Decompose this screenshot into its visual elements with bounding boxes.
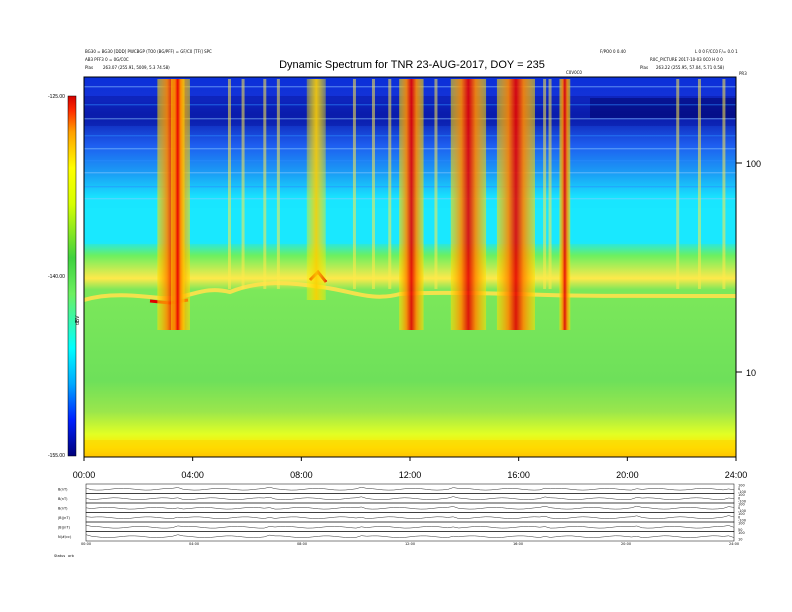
bottom-panel-x-tick: 04:00 [189, 542, 199, 546]
header-left-line1: BG30 = BG30 [DDD] PWCBGP (TO0 (BG/PFF) =… [85, 49, 212, 54]
bottom-panel-trace [85, 486, 735, 491]
chart-title: Dynamic Spectrum for TNR 23-AUG-2017, DO… [279, 59, 545, 71]
bottom-panel-right-tick: 0 [738, 487, 740, 491]
emission-streak [227, 79, 231, 289]
bottom-panel-label: N(#/cc) [58, 535, 72, 539]
colorbar-tick-top: -125.00 [48, 94, 65, 100]
header-left-line3-value: 263.07 (255.91, 5009, 5.3 74.58) [103, 65, 170, 70]
bottom-panel-right-tick: 100 [738, 512, 745, 516]
bottom-panel-label: |B|(nT) [58, 516, 70, 520]
emission-burst [170, 79, 185, 330]
header-left-line3-label: Plas [85, 65, 93, 70]
colorbar [67, 95, 77, 457]
bottom-panel-right-tick: 100 [738, 493, 745, 497]
bottom-panel-x-tick: 20:00 [621, 542, 631, 546]
event-marker-label: C0V0C0 [566, 70, 582, 75]
colorbar-label: dBV [75, 315, 81, 325]
x-axis-tick-label: 08:00 [290, 470, 313, 480]
bottom-panel-trace [85, 505, 735, 510]
emission-burst [306, 79, 326, 300]
bottom-panel-label: B(nT) [58, 506, 68, 510]
bottom-panel-right-tick: -100 [738, 500, 746, 504]
x-axis-tick-label: 00:00 [73, 470, 96, 480]
bottom-panel-label: |B|(nT) [58, 525, 70, 529]
header-right-line4-label: Plas [640, 65, 648, 70]
header-right-line3: R0C_PICTURE 2017-10-03 0C0 H 0 0 [650, 57, 723, 62]
bottom-panel-x-tick: 12:00 [405, 542, 415, 546]
x-axis-tick-label: 20:00 [616, 470, 639, 480]
emission-streak [434, 79, 438, 289]
emission-streak [276, 79, 280, 289]
low-freq-floor [84, 440, 736, 457]
header-right-line2: L 0 0 F/CC0 F/= 0.0 1 [695, 49, 738, 54]
bottom-panel [85, 531, 735, 542]
bottom-panel-right-tick: -100 [738, 509, 746, 513]
bottom-panel-label: B(nT) [58, 487, 68, 491]
bottom-panel-right-tick: 50 [738, 528, 742, 532]
spectrogram [84, 77, 736, 457]
bottom-panel-x-tick: 16:00 [513, 542, 523, 546]
bottom-panel-trace [85, 525, 735, 529]
bottom-panel [85, 502, 735, 513]
bottom-panel-right-tick: 10 [738, 538, 742, 542]
bottom-panel-trace [85, 515, 735, 519]
x-axis-tick-label: 04:00 [181, 470, 204, 480]
header-left-line2: AB3 PFF3 0 = 0G/C0C [85, 57, 129, 62]
header-right-line4-value: 263.22 (255.95, 57.04, 5.71 0.58) [656, 65, 724, 70]
emission-streak [388, 79, 392, 289]
bottom-panels: B(nT)1000-100B(nT)1000-100B(nT)1000-100|… [58, 484, 746, 547]
upper-dark-band-right [590, 98, 736, 118]
bottom-panel-right-tick: 0 [738, 515, 740, 519]
bottom-panel-x-tick: 08:00 [297, 542, 307, 546]
bottom-panel-right-tick: -100 [738, 490, 746, 494]
x-axis: 00:00 04:00 08:00 12:00 16:00 20:00 24:00 [73, 457, 748, 480]
emission-streak [263, 79, 267, 289]
emission-streak [722, 79, 726, 289]
bottom-panel-trace [85, 496, 735, 500]
emission-burst [399, 79, 424, 330]
colorbar-tick-bottom: -155.00 [48, 453, 65, 459]
x-axis-tick-label: 24:00 [725, 470, 748, 480]
bottom-panel-x-tick: 24:00 [729, 542, 739, 546]
colorbar-tick-mid: -140.00 [48, 274, 65, 280]
bottom-panel-right-tick: -100 [738, 519, 746, 523]
bottom-panel-trace [85, 534, 735, 538]
bottom-panel-right-tick: 0 [738, 506, 740, 510]
bottom-panel-right-tick: 100 [738, 503, 745, 507]
footer-value: orb [68, 554, 75, 558]
emission-streak [676, 79, 680, 289]
emission-streak [548, 79, 552, 289]
x-axis-tick-label: 12:00 [399, 470, 422, 480]
x-axis-tick-label: 16:00 [507, 470, 530, 480]
header-right-line1: F/PO0 0 0.40 [600, 49, 626, 54]
bottom-panel-right-tick: 100 [738, 484, 745, 488]
emission-streak [241, 79, 245, 289]
bottom-panel-label: B(nT) [58, 497, 68, 501]
emission-streak [697, 79, 701, 289]
bottom-panel-right-tick: 0 [738, 496, 740, 500]
emission-burst [496, 79, 535, 330]
emission-streak [371, 79, 375, 289]
yaxis-label-100: 100 [746, 159, 761, 169]
footer-label: Status [54, 554, 65, 558]
emission-bursts [157, 79, 726, 330]
bottom-panel [85, 512, 735, 523]
emission-streak [352, 79, 356, 289]
bottom-panel-x-tick: 00:00 [81, 542, 91, 546]
emission-burst [559, 79, 571, 330]
bottom-panel-right-tick: 100 [738, 522, 745, 526]
emission-burst [450, 79, 487, 330]
yaxis-label-10: 10 [746, 368, 756, 378]
emission-streak [543, 79, 547, 289]
bottom-panel-right-tick: 100 [738, 531, 745, 535]
header-right-corner: PR3 [739, 71, 747, 76]
